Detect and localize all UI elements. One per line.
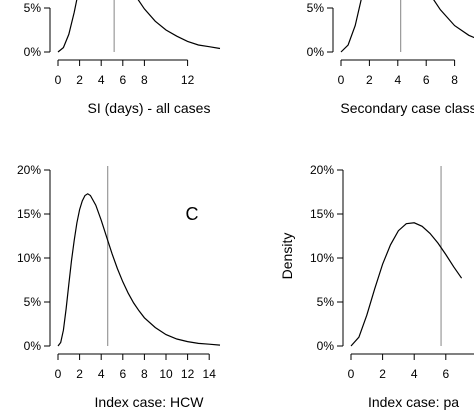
panel-4-y-tick-label: 15% (310, 207, 334, 221)
panel-2-density-curve (340, 0, 474, 53)
panel-3-x-tick-label: 6 (119, 367, 126, 381)
panel-3-x-tick-label: 2 (76, 367, 83, 381)
panel-2-y-tick-label: 0% (307, 45, 325, 59)
panel-2-x-axis-title: Secondary case class (340, 100, 474, 116)
panel-3-density-curve (57, 193, 221, 347)
panel-4-density-curve (350, 222, 463, 347)
panel-3-y-tick-label: 0% (24, 339, 42, 353)
panel-1-x-tick-label: 12 (181, 73, 195, 87)
panel-2-y-tick-label: 5% (307, 1, 325, 15)
panel-2-x-tick-label: 0 (338, 73, 345, 87)
panel-3-x-tick-label: 14 (203, 367, 217, 381)
panel-3-y-tick-label: 5% (24, 295, 42, 309)
panel-3-y-tick-label: 15% (17, 207, 41, 221)
panel-1-x-tick-label: 6 (119, 73, 126, 87)
panel-2-x-tick-label: 2 (366, 73, 373, 87)
panel-4-y-tick-label: 0% (317, 339, 335, 353)
panel-1-density-curve (57, 0, 221, 53)
panel-3-x-tick-label: 8 (141, 367, 148, 381)
panel-3-x-tick-label: 10 (159, 367, 173, 381)
panel-3-x-tick-label: 0 (55, 367, 62, 381)
panel-4-x-tick-label: 2 (379, 367, 386, 381)
panel-4-y-tick-label: 5% (317, 295, 335, 309)
panel-1-y-tick-label: 0% (24, 45, 42, 59)
panel-2-x-tick-label: 6 (423, 73, 430, 87)
panel-3-x-axis-title: Index case: HCW (95, 394, 205, 410)
panel-4-y-tick-label: 10% (310, 251, 334, 265)
panel-3-y-tick-label: 20% (17, 163, 41, 177)
panel-1-x-tick-label: 4 (98, 73, 105, 87)
panel-1-x-tick-label: 8 (141, 73, 148, 87)
panel-4-y-axis-title: Density (279, 233, 295, 280)
panel-1-y-tick-label: 5% (24, 1, 42, 15)
panel-1-x-tick-label: 2 (76, 73, 83, 87)
panel-4-x-tick-label: 6 (442, 367, 449, 381)
panel-1-x-tick-label: 0 (55, 73, 62, 87)
panel-3-y-tick-label: 10% (17, 251, 41, 265)
panel-4-x-tick-label: 0 (348, 367, 355, 381)
panel-2-x-tick-label: 4 (394, 73, 401, 87)
panel-4-y-tick-label: 20% (310, 163, 334, 177)
panel-4-x-axis-title: Index case: pa (368, 394, 459, 410)
panel-1-x-axis-title: SI (days) - all cases (88, 100, 211, 116)
panel-3-x-tick-label: 4 (98, 367, 105, 381)
panel-3-x-tick-label: 12 (181, 367, 195, 381)
panel-4-x-tick-label: 4 (411, 367, 418, 381)
panel-3-panel-letter: C (186, 204, 199, 224)
panel-2-x-tick-label: 8 (451, 73, 458, 87)
